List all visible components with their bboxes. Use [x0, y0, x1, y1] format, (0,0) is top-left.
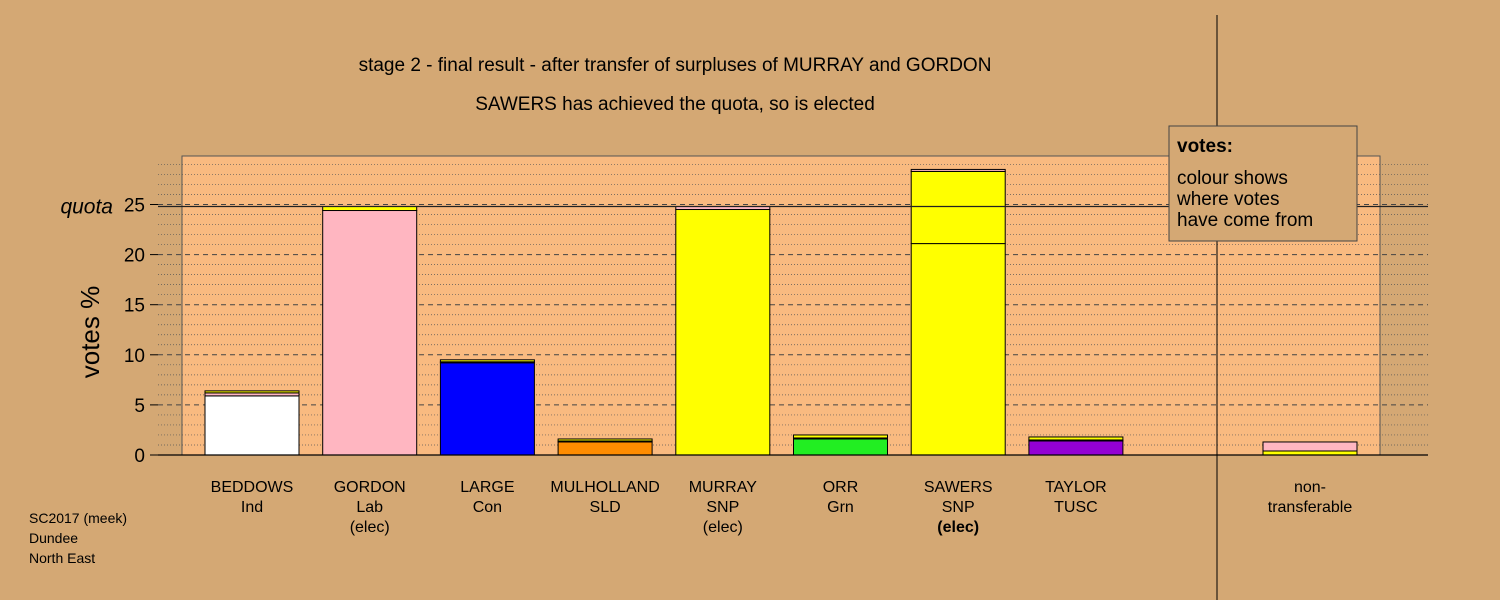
quota-label: quota — [60, 196, 113, 219]
bar-sawers-segment — [910, 243, 1006, 456]
chart-subtitle: SAWERS has achieved the quota, so is ele… — [475, 94, 875, 115]
legend-line: where votes — [1176, 189, 1279, 210]
bar-orr-segment — [793, 438, 888, 456]
bar-taylor-segment — [1028, 436, 1124, 441]
candidate-party-label: Grn — [827, 499, 854, 516]
bar-large-segment — [439, 362, 535, 456]
bar-large-segment — [439, 359, 535, 363]
y-tick-label: 25 — [124, 196, 145, 217]
candidate-party-label: SLD — [590, 499, 621, 516]
y-tick-label: 15 — [124, 296, 145, 317]
candidate-party-label: Con — [473, 499, 502, 516]
bar-nontransferable-segment — [1262, 441, 1358, 452]
candidate-status-label: (elec) — [350, 519, 390, 536]
bar-sawers-segment — [910, 170, 1006, 245]
candidate-name-label: MURRAY — [689, 479, 757, 496]
y-tick-label: 20 — [124, 246, 145, 267]
bar-orr-segment — [793, 434, 888, 439]
candidate-party-label: Lab — [356, 499, 383, 516]
candidate-name-label: BEDDOWS — [211, 479, 294, 496]
candidate-status-label: (elec) — [937, 519, 979, 536]
legend-line: colour shows — [1177, 168, 1288, 189]
labels-layer: BEDDOWS Ind GORDON Lab (elec) LARGE Con MULHOLL… — [211, 479, 1353, 536]
bar-beddows-segment — [204, 390, 300, 394]
y-tick-label: 5 — [134, 396, 145, 417]
candidate-name-label: TAYLOR — [1045, 479, 1107, 496]
bar-murray-segment — [675, 209, 771, 456]
candidate-party-label: Ind — [241, 499, 263, 516]
candidate-party-label: SNP — [942, 499, 975, 516]
bar-mulholland-segment — [557, 441, 653, 456]
footer-method: SC2017 (meek) — [29, 510, 127, 526]
candidate-party-label: SNP — [706, 499, 739, 516]
bar-gordon-segment — [322, 210, 418, 456]
footer-council: Dundee — [29, 530, 78, 546]
chart-title: stage 2 - final result - after transfer … — [359, 55, 992, 76]
legend-box — [1168, 125, 1358, 242]
bar-mulholland-segment — [557, 438, 653, 442]
bar-beddows-segment — [204, 395, 300, 456]
footer-ward: North East — [29, 550, 95, 566]
legend: votes: colour shows where votes have com… — [1168, 125, 1358, 242]
bar-taylor-segment — [1028, 440, 1124, 456]
candidate-name-label: GORDON — [334, 479, 406, 496]
legend-line: have come from — [1177, 210, 1313, 231]
candidate-name-label: SAWERS — [924, 479, 993, 496]
candidate-name-label: ORR — [823, 479, 859, 496]
y-axis-label: votes % — [75, 286, 105, 379]
nontransferable-label: non- — [1294, 479, 1326, 496]
candidate-party-label: TUSC — [1054, 499, 1098, 516]
y-tick-label: 10 — [124, 346, 145, 367]
candidate-name-label: LARGE — [460, 479, 514, 496]
y-tick-label: 0 — [134, 446, 145, 467]
candidate-status-label: (elec) — [703, 519, 743, 536]
nontransferable-label: transferable — [1268, 499, 1353, 516]
bars-layer — [204, 168, 1358, 456]
bar-sawers-segment — [910, 168, 1006, 172]
candidate-name-label: MULHOLLAND — [550, 479, 659, 496]
legend-title: votes: — [1177, 136, 1233, 157]
